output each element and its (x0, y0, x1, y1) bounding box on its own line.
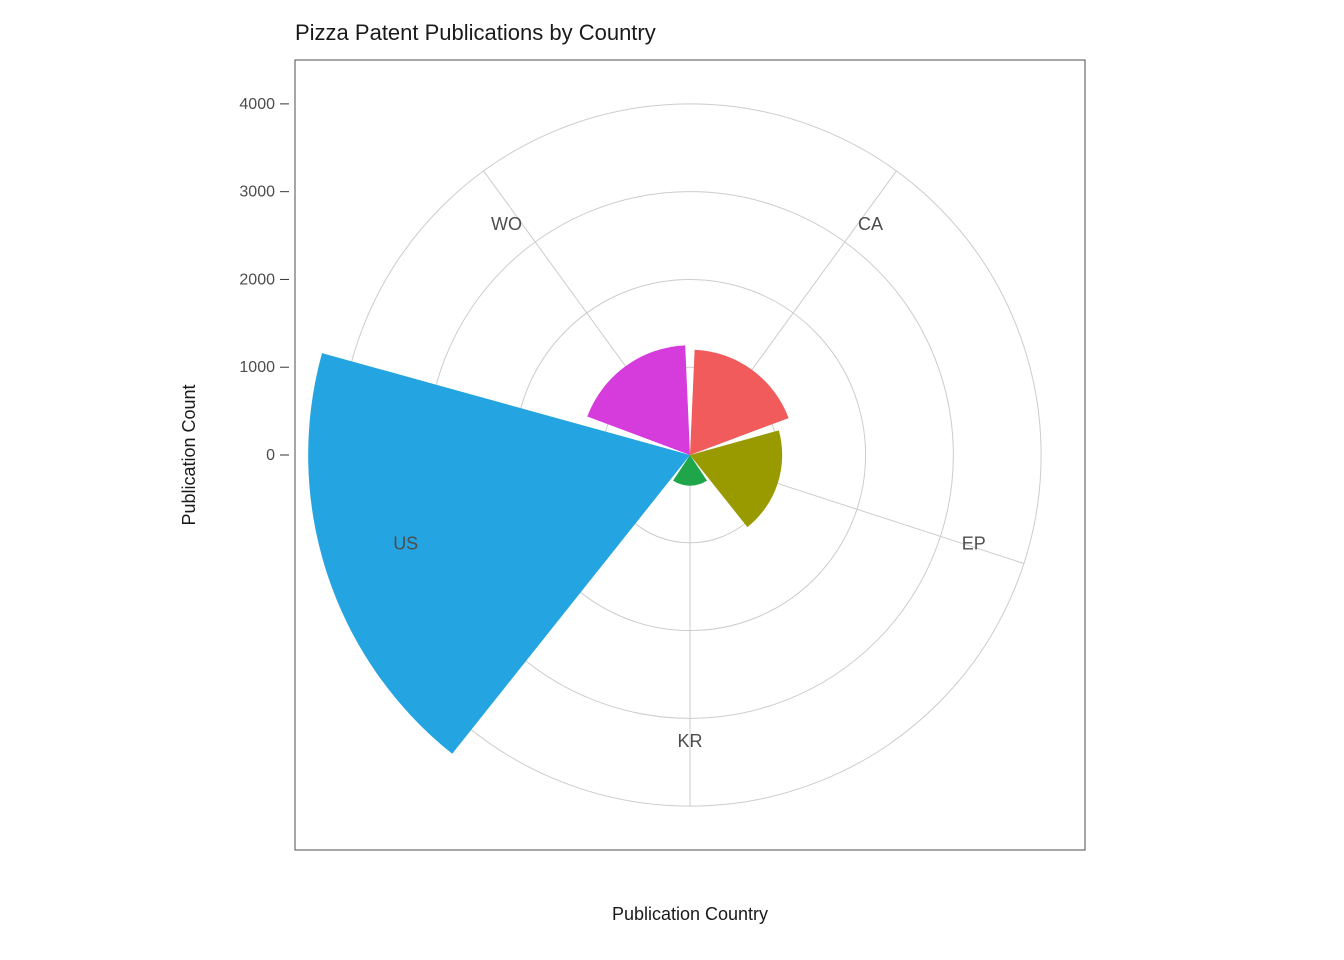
polar-bar-chart: Pizza Patent Publications by Country Publ… (0, 0, 1344, 960)
category-label-ca: CA (858, 214, 883, 234)
y-axis-title: Publication Count (179, 384, 199, 525)
category-label-wo: WO (491, 214, 522, 234)
chart-container: Pizza Patent Publications by Country Publ… (0, 0, 1344, 960)
y-tick-label: 1000 (239, 359, 275, 376)
category-label-us: US (393, 533, 418, 553)
x-axis-title: Publication Country (612, 904, 768, 924)
y-tick-label: 3000 (239, 184, 275, 201)
y-tick-label: 4000 (239, 96, 275, 113)
y-tick-label: 0 (266, 447, 275, 464)
chart-title: Pizza Patent Publications by Country (295, 20, 656, 45)
y-tick-label: 2000 (239, 271, 275, 288)
category-label-kr: KR (677, 731, 702, 751)
category-label-ep: EP (962, 533, 986, 553)
